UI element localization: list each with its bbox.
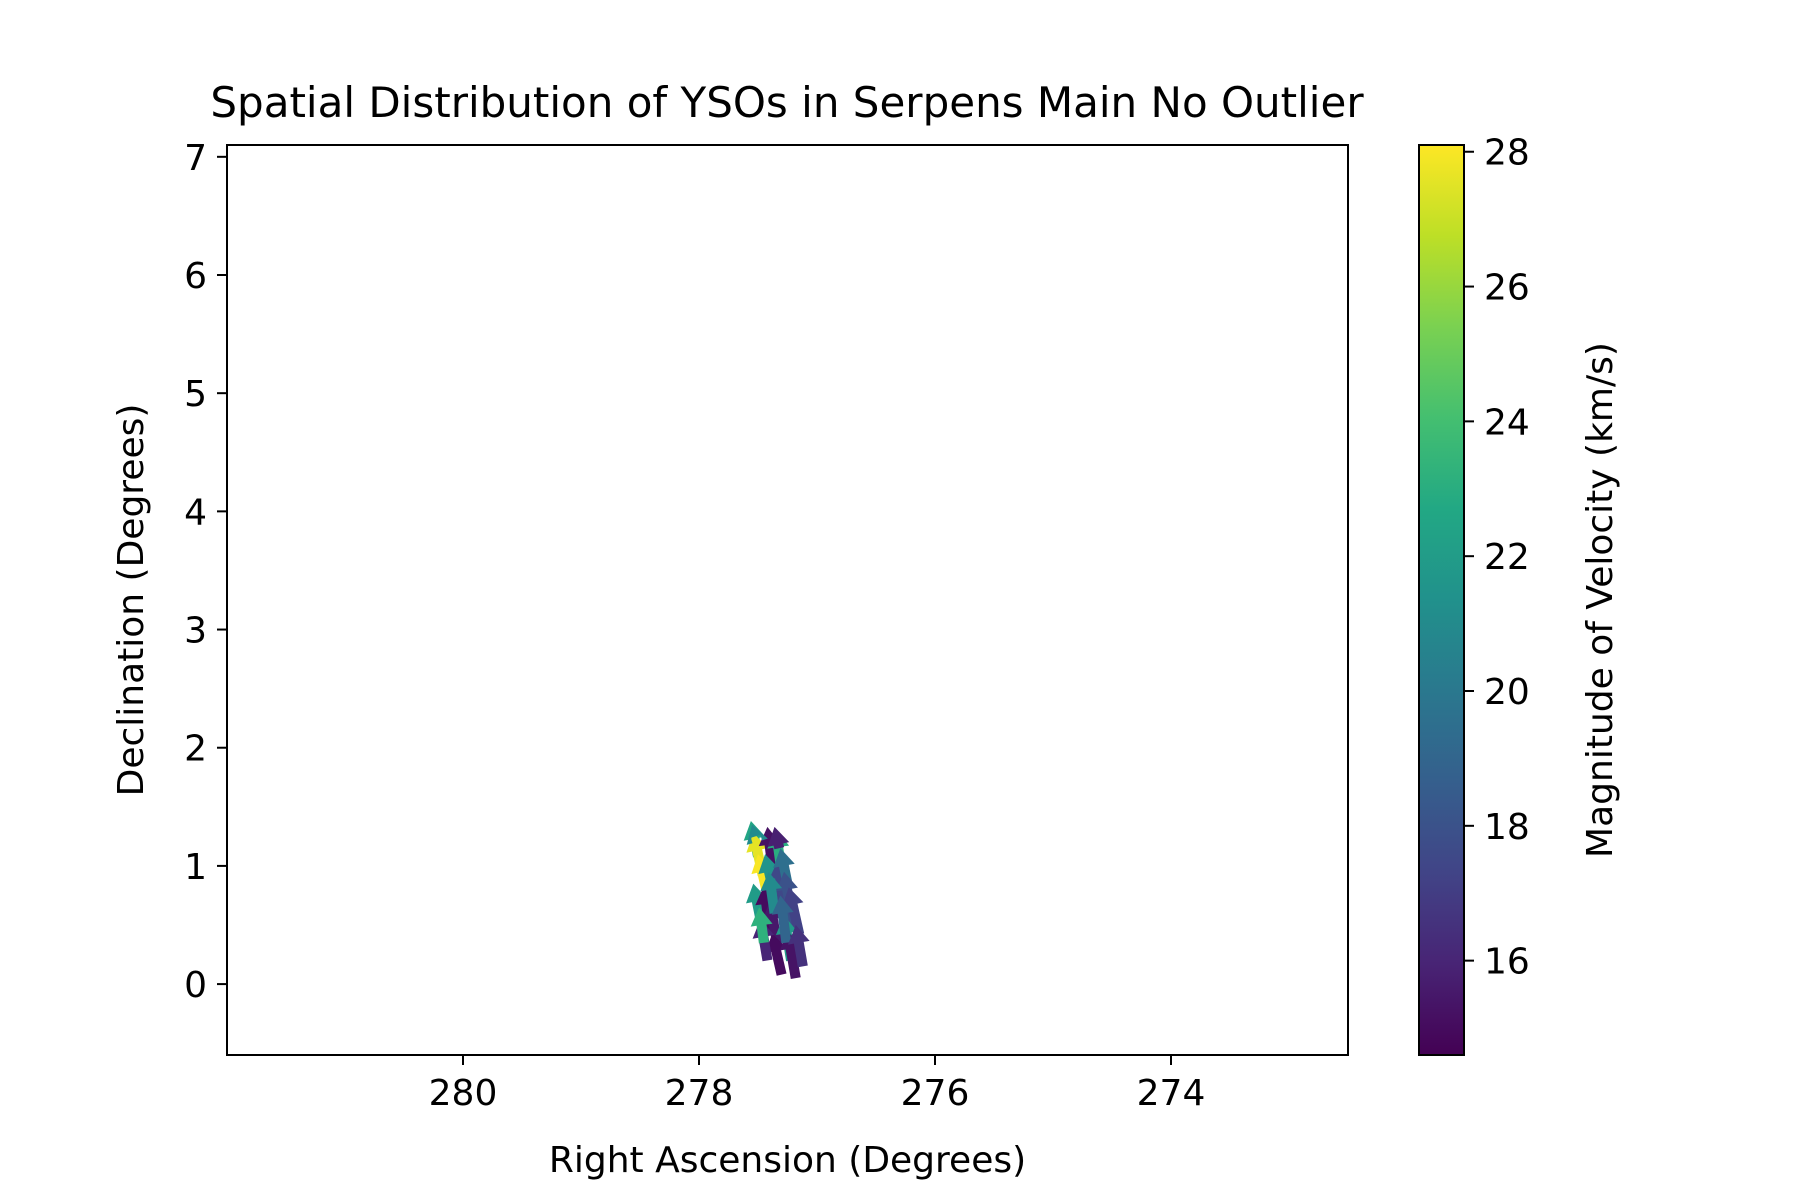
velocity-arrow: [773, 848, 795, 885]
velocity-arrow: [760, 871, 783, 914]
y-axis-label: Declination (Degrees): [111, 404, 152, 797]
colorbar-tick-label: 16: [1484, 942, 1530, 983]
colorbar-gradient: [1418, 144, 1465, 1056]
x-axis-ticks: 280 278 276 274: [429, 1055, 1206, 1114]
velocity-arrow: [771, 895, 794, 944]
y-tick-label: 2: [184, 729, 207, 770]
y-tick-label: 7: [184, 138, 207, 179]
y-tick-label: 4: [184, 492, 207, 533]
axes-frame: [226, 144, 1349, 1056]
colorbar: 16 18 20 22 24 26 28 Magnitude of Velocity (km…: [1418, 133, 1621, 1056]
colorbar-tick-label: 22: [1484, 537, 1530, 578]
colorbar-tick-label: 24: [1484, 402, 1530, 443]
colorbar-tick-label: 26: [1484, 268, 1530, 309]
colorbar-label: Magnitude of Velocity (km/s): [1580, 342, 1621, 858]
x-tick-label: 280: [429, 1073, 498, 1114]
y-tick-label: 1: [184, 847, 207, 888]
x-tick-label: 278: [665, 1073, 734, 1114]
plot-area: [226, 144, 1349, 1056]
colorbar-tick-label: 18: [1484, 807, 1530, 848]
colorbar-ticks: 16 18 20 22 24 26 28: [1464, 133, 1530, 983]
y-tick-label: 5: [184, 374, 207, 415]
x-tick-label: 276: [901, 1073, 970, 1114]
y-tick-label: 3: [184, 611, 207, 652]
colorbar-tick-label: 20: [1484, 672, 1530, 713]
velocity-arrow: [765, 933, 787, 976]
velocity-arrow: [750, 907, 773, 944]
y-tick-label: 6: [184, 256, 207, 297]
chart-title: Spatial Distribution of YSOs in Serpens …: [210, 78, 1364, 127]
velocity-arrow: [788, 925, 810, 968]
x-axis-label: Right Ascension (Degrees): [549, 1140, 1026, 1181]
x-tick-label: 274: [1137, 1073, 1206, 1114]
vector-field: [743, 821, 810, 979]
velocity-arrow: [767, 826, 790, 850]
y-axis-ticks: 0 1 2 3 4 5 6 7: [184, 138, 227, 1006]
colorbar-tick-label: 28: [1484, 133, 1530, 174]
velocity-arrow: [746, 824, 768, 845]
y-tick-label: 0: [184, 965, 207, 1006]
